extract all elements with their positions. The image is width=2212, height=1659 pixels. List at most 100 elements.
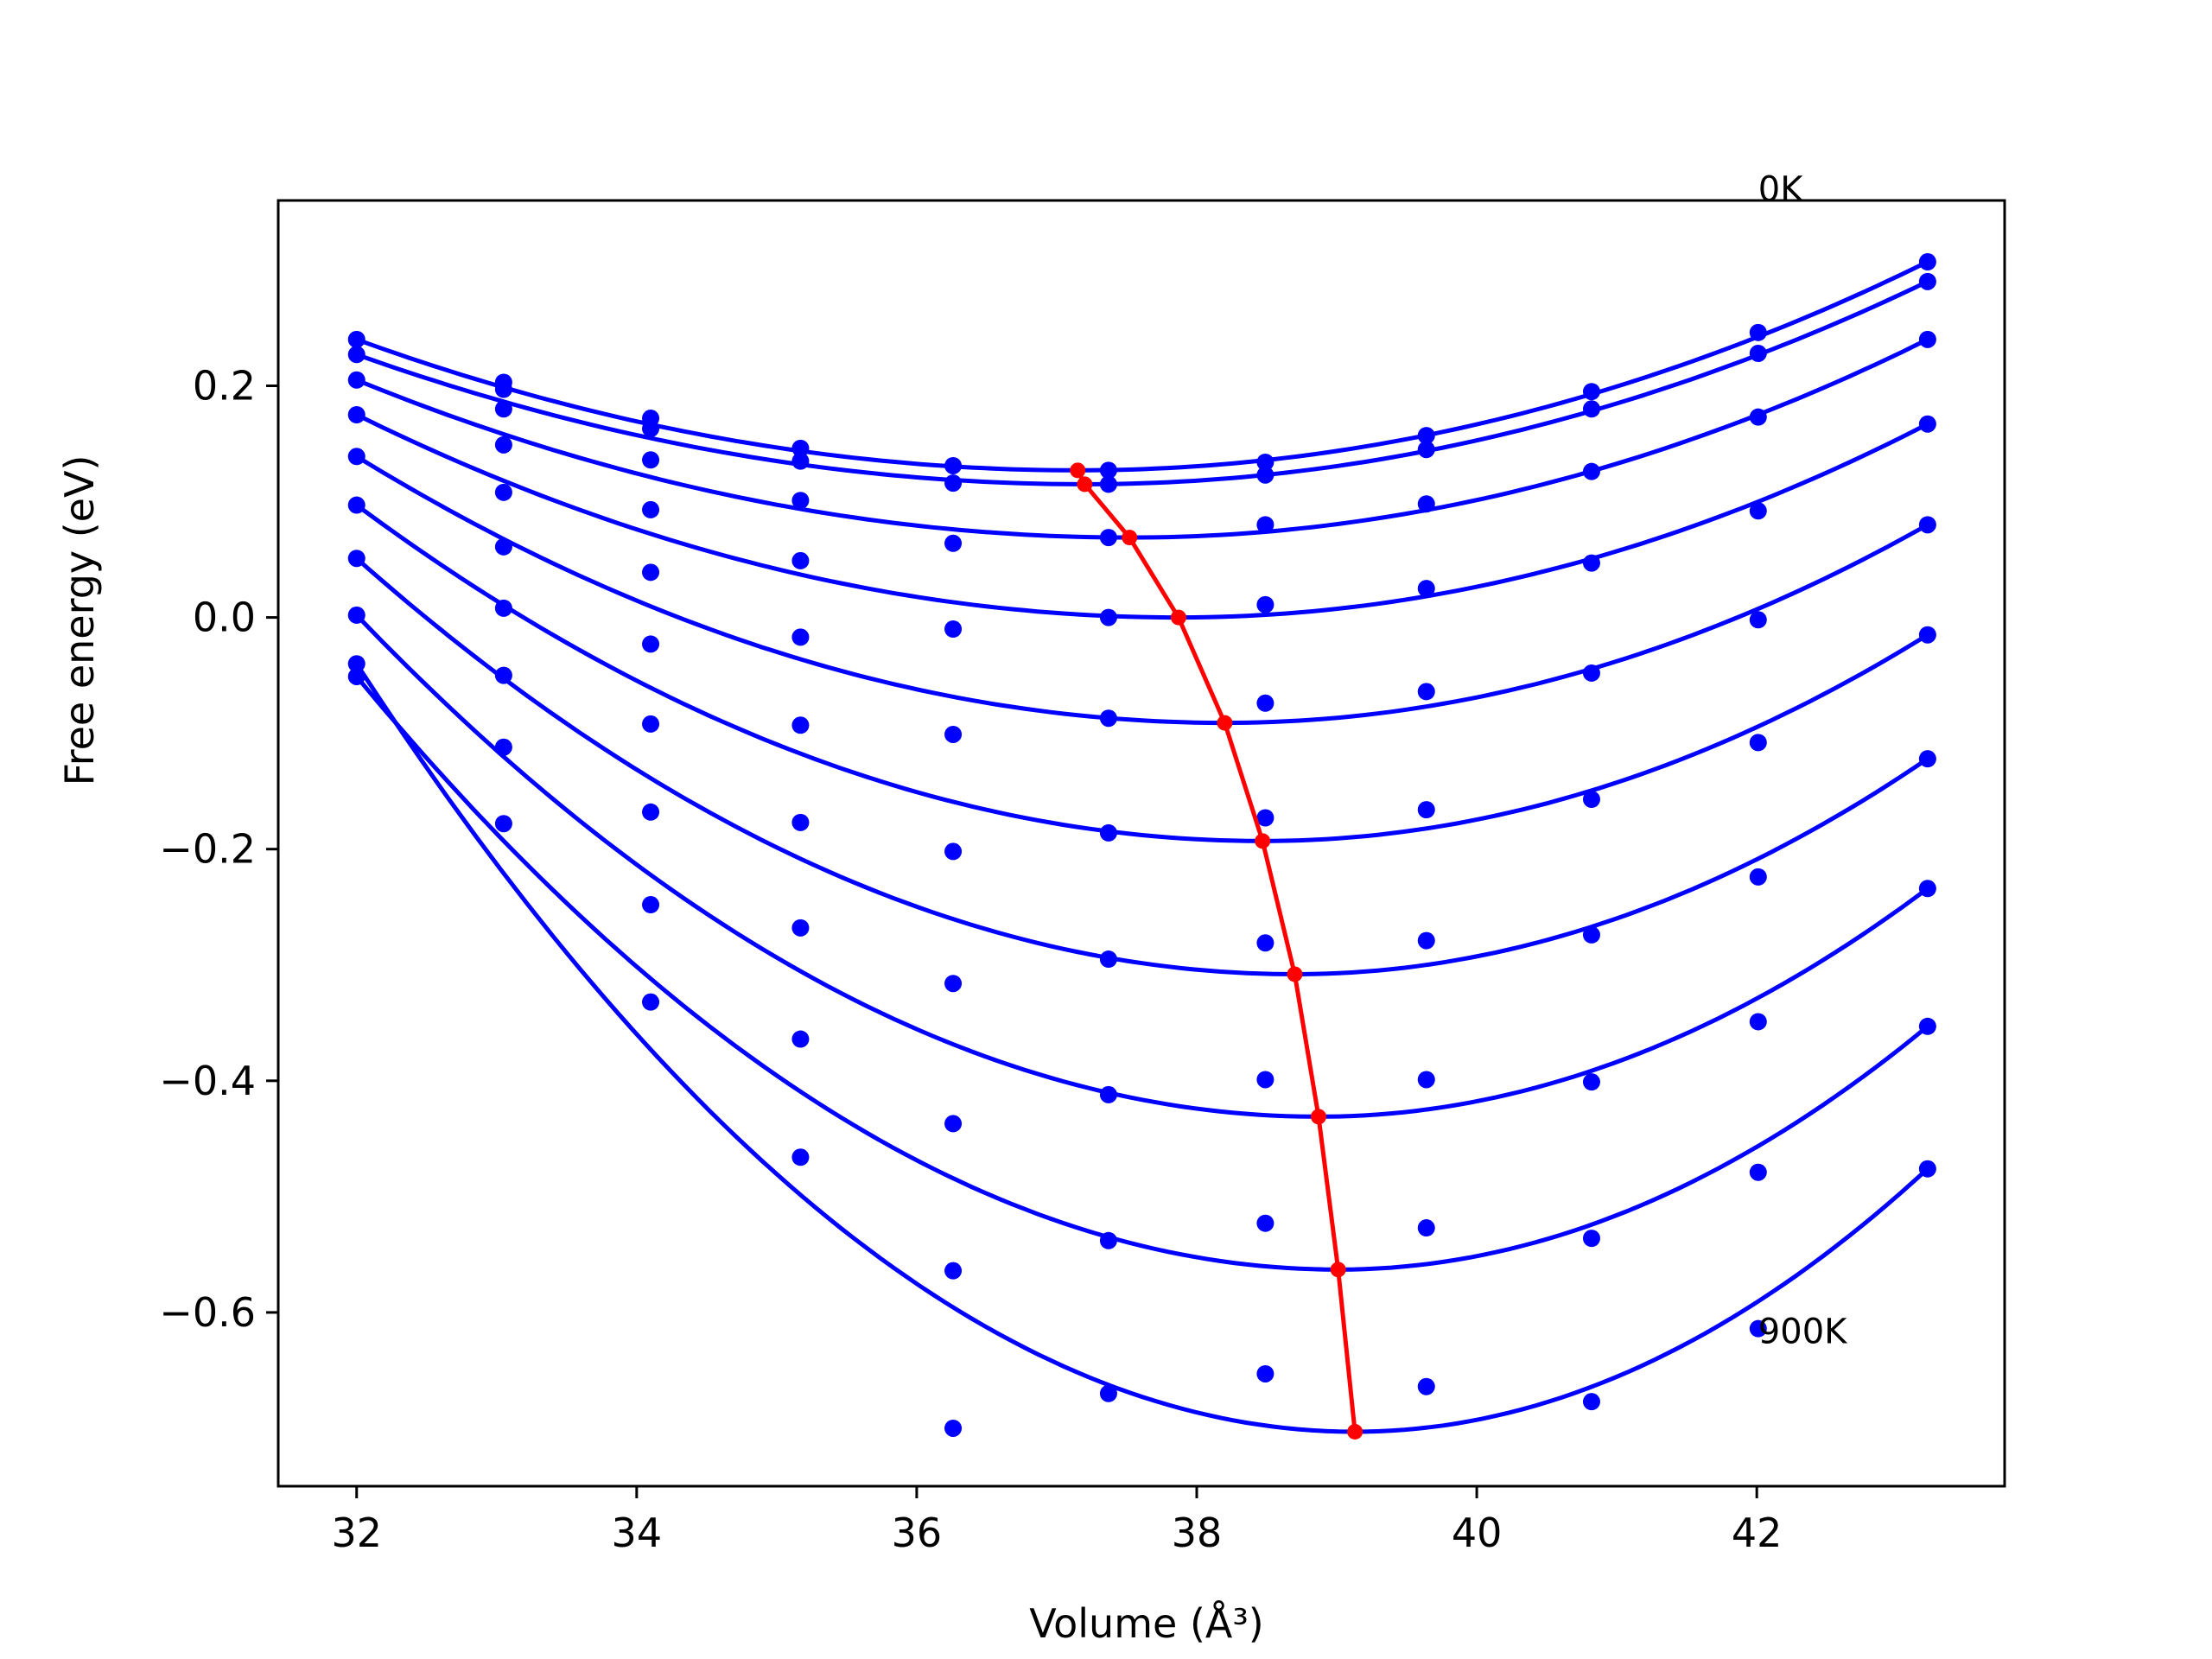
data-point [791, 1148, 810, 1166]
data-point [1749, 502, 1767, 520]
data-point [347, 346, 365, 364]
minimum-point [1122, 530, 1138, 546]
data-points [347, 253, 1936, 1437]
data-point [1256, 934, 1274, 952]
data-point [494, 815, 512, 833]
data-point [494, 380, 512, 398]
data-point [642, 500, 660, 518]
data-point [642, 420, 660, 438]
x-tick-label: 42 [1732, 1510, 1783, 1556]
y-tick-label: −0.2 [159, 826, 256, 873]
data-point [791, 492, 810, 510]
data-point [347, 448, 365, 466]
fit-curve-5 [355, 454, 1929, 726]
minimum-point [1217, 715, 1233, 731]
data-point [791, 439, 810, 457]
data-point [1582, 462, 1600, 480]
data-point [944, 842, 963, 861]
fit-curve-10 [354, 662, 1929, 1434]
data-point [1256, 1071, 1274, 1089]
data-point [1582, 554, 1600, 572]
data-point [1749, 323, 1767, 341]
data-point [1417, 801, 1435, 819]
data-point [347, 550, 365, 568]
fit-curve-4 [355, 412, 1929, 620]
data-point [1582, 925, 1600, 944]
x-tick-label: 38 [1172, 1510, 1223, 1556]
data-point [791, 716, 810, 734]
data-point [1749, 611, 1767, 629]
axis-ticks: 32 34 36 38 40 42 0.2 0.0 −0.2 −0.4 −0.6 [159, 362, 1782, 1556]
data-point [1918, 626, 1936, 644]
data-point [791, 628, 810, 646]
data-point [347, 371, 365, 389]
minima-path [1076, 469, 1357, 1433]
data-point [494, 400, 512, 418]
fit-curve-2 [355, 279, 1929, 486]
x-tick-label: 40 [1452, 1510, 1503, 1556]
annotation-label: 900K [1758, 1312, 1848, 1351]
data-point [1417, 931, 1435, 950]
data-point [347, 655, 365, 673]
data-point [1099, 475, 1117, 493]
data-point [1918, 415, 1936, 433]
data-point [1749, 344, 1767, 362]
data-point [1256, 466, 1274, 484]
data-point [1749, 734, 1767, 752]
data-point [494, 738, 512, 756]
data-point [494, 435, 512, 454]
data-point [791, 452, 810, 470]
data-point [1417, 1219, 1435, 1237]
data-point [347, 667, 365, 685]
data-point [1417, 580, 1435, 598]
data-point [642, 803, 660, 821]
data-point [1417, 495, 1435, 513]
data-point [1749, 1013, 1767, 1031]
fit-curve-7 [355, 556, 1929, 977]
data-point [347, 406, 365, 423]
data-point [347, 496, 365, 514]
data-point [347, 606, 365, 624]
data-point [1582, 791, 1600, 809]
data-point [1582, 400, 1600, 418]
fit-curve-8 [354, 613, 1929, 1119]
data-point [1417, 441, 1435, 459]
data-point [944, 1115, 963, 1133]
fit-curves [354, 259, 1929, 1434]
data-point [944, 534, 963, 552]
data-point [1918, 1160, 1936, 1178]
data-point [1099, 823, 1117, 842]
data-point [1749, 408, 1767, 426]
data-point [1099, 1085, 1117, 1103]
data-point [1582, 383, 1600, 401]
data-point [347, 330, 365, 348]
data-point [944, 725, 963, 743]
data-point [1256, 809, 1274, 827]
data-point [1918, 1017, 1936, 1035]
data-point [944, 1419, 963, 1437]
data-point [642, 635, 660, 653]
minimum-point [1170, 609, 1186, 626]
data-point [1417, 427, 1435, 445]
data-point [1099, 1231, 1117, 1249]
minimum-point [1347, 1423, 1363, 1440]
annotations: 0K 900K [1758, 170, 1848, 1352]
data-point [1918, 750, 1936, 768]
data-point [944, 474, 963, 493]
data-point [1918, 516, 1936, 534]
data-point [642, 563, 660, 582]
data-point [1918, 253, 1936, 271]
data-point [1582, 1393, 1600, 1411]
data-point [1749, 1163, 1767, 1181]
data-point [1099, 529, 1117, 547]
fit-curve-6 [355, 503, 1929, 843]
minimum-point [1255, 833, 1271, 849]
data-point [791, 551, 810, 569]
data-point [1918, 272, 1936, 290]
data-point [642, 896, 660, 914]
data-point [1099, 709, 1117, 728]
y-tick-label: 0.2 [193, 362, 256, 409]
y-tick-label: −0.4 [159, 1058, 256, 1104]
minimum-point [1310, 1109, 1326, 1125]
